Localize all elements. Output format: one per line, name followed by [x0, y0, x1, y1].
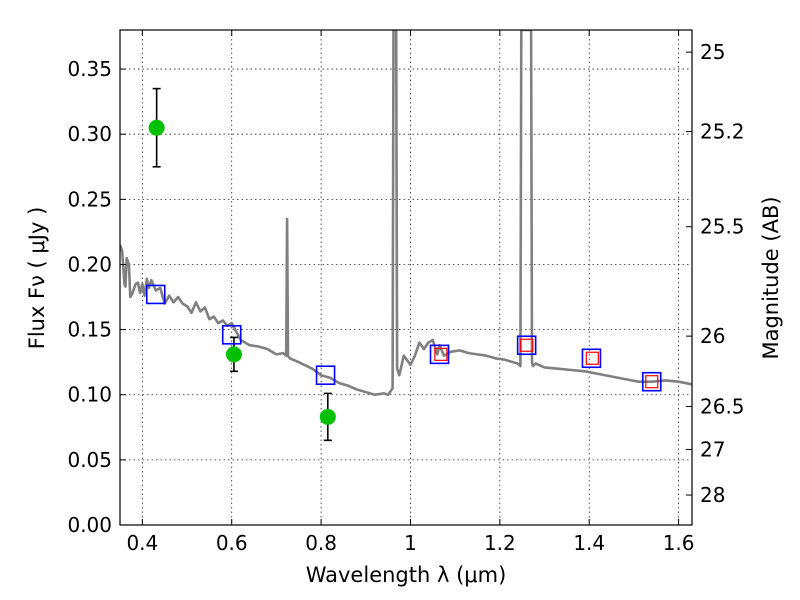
model-flux-square-red: [585, 351, 599, 365]
model-spectrum: [120, 30, 692, 396]
model-flux-square: [641, 371, 662, 392]
x-tick-label: 1.2: [484, 531, 516, 555]
model-flux-square-red: [645, 375, 659, 389]
model-flux-square: [221, 325, 242, 345]
model-flux-square: [315, 365, 336, 385]
observed-point: [148, 119, 165, 136]
right-tick-label: 25.5: [700, 215, 745, 239]
y-axis-label: Flux Fν ( μJy ): [25, 207, 49, 350]
x-tick-label: 1: [404, 531, 417, 555]
model-flux-square: [581, 348, 602, 369]
y-tick-label: 0.15: [67, 318, 112, 342]
x-axis-label: Wavelength λ (μm): [306, 563, 507, 587]
axis-ticks: 0.4 0.6 0.8 1 1.2 1.4 1.6 0.00 0.05 0.10 0.15 0.20 0…: [67, 30, 745, 555]
model-flux-square-red: [520, 338, 534, 352]
y-tick-label: 0.30: [67, 122, 112, 146]
x-tick-label: 0.4: [126, 531, 158, 555]
right-tick-label: 27: [700, 437, 725, 461]
grid-lines: [120, 30, 692, 526]
model-flux-square: [429, 344, 450, 365]
spectrum-line: [120, 30, 692, 396]
right-axis-label: Magnitude (AB): [759, 196, 783, 359]
y-tick-label: 0.25: [67, 187, 112, 211]
observed-point: [319, 408, 336, 425]
y-tick-label: 0.00: [67, 513, 112, 537]
x-tick-label: 0.6: [216, 531, 248, 555]
plot-frame: [119, 29, 693, 526]
x-tick-label: 1.6: [663, 531, 695, 555]
x-tick-label: 1.4: [573, 531, 605, 555]
photometry-markers: [145, 87, 662, 442]
model-flux-square-red: [434, 347, 448, 361]
y-tick-label: 0.35: [67, 57, 112, 81]
y-tick-label: 0.20: [67, 252, 112, 276]
right-tick-label: 26: [700, 324, 725, 348]
right-tick-label: 25.2: [700, 120, 745, 144]
model-flux-square: [145, 284, 166, 305]
right-tick-label: 26.5: [700, 394, 745, 418]
y-tick-label: 0.05: [67, 448, 112, 472]
model-flux-square: [516, 335, 537, 356]
right-tick-label: 25: [700, 40, 725, 64]
observed-point: [225, 346, 242, 363]
right-tick-label: 28: [700, 483, 725, 507]
y-tick-label: 0.10: [67, 383, 112, 407]
x-tick-label: 0.8: [305, 531, 337, 555]
